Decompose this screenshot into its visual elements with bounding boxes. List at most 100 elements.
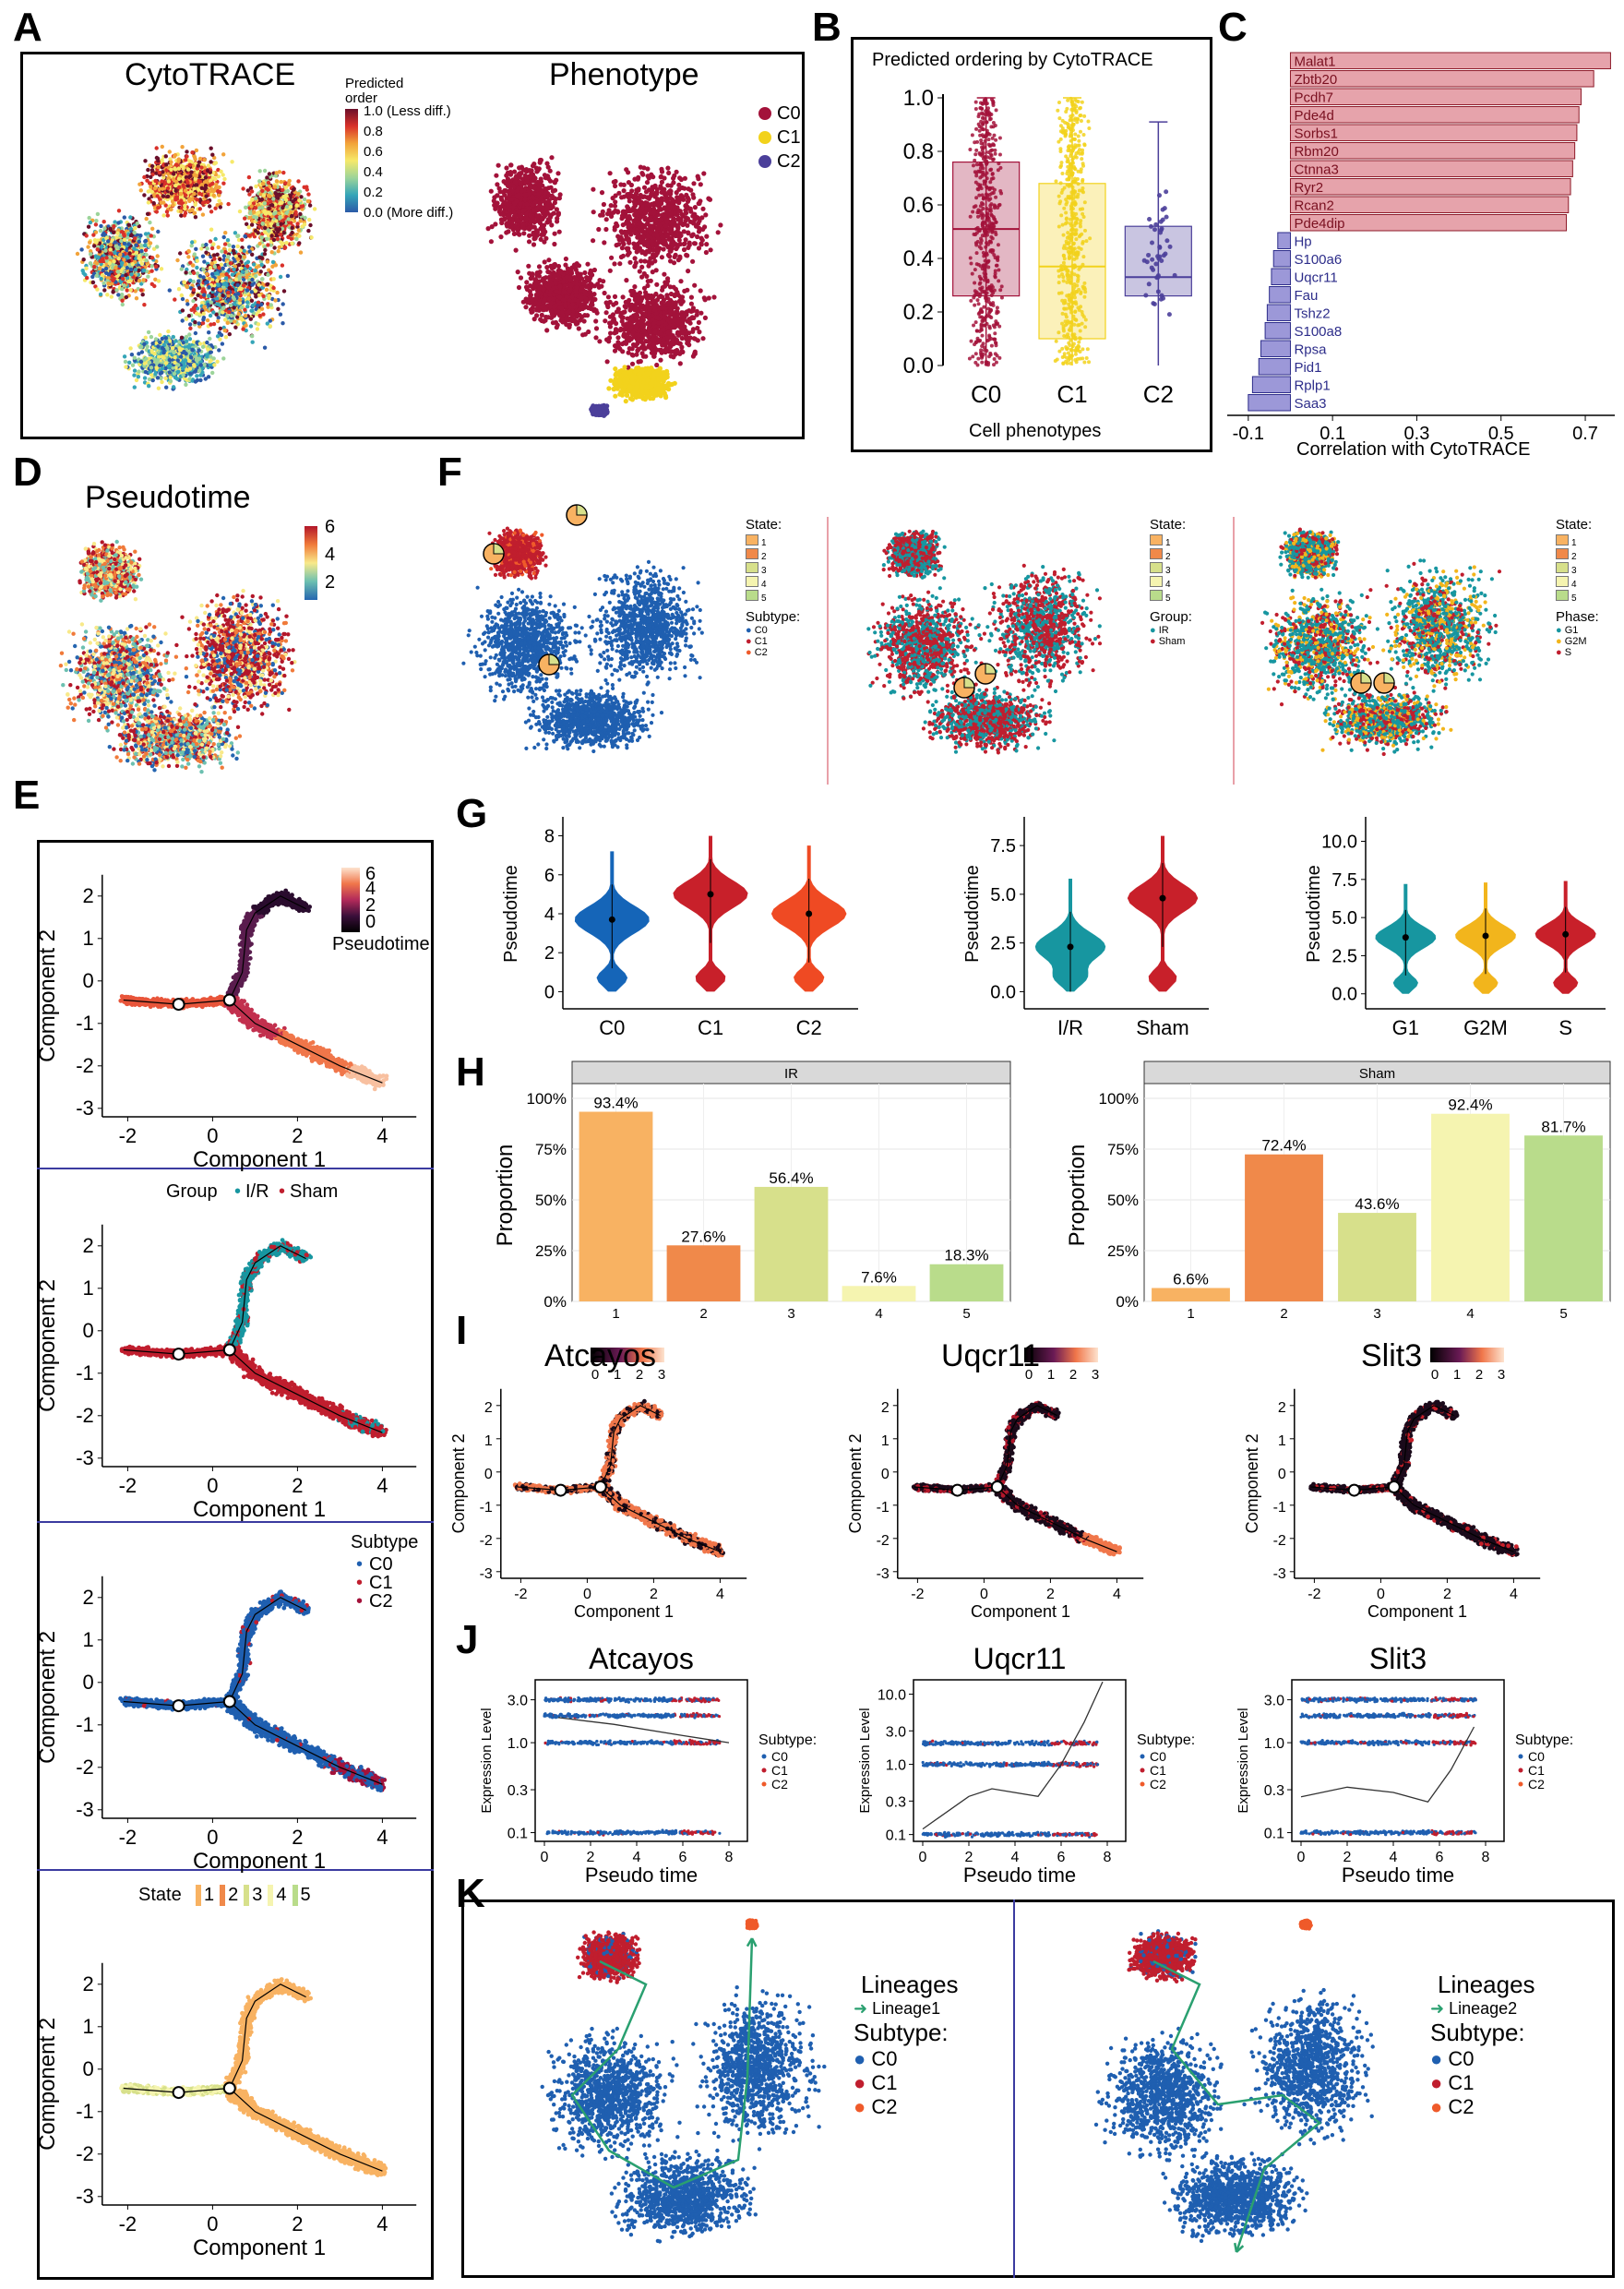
b-point <box>992 133 997 138</box>
b-point <box>1150 257 1155 262</box>
b-point <box>1072 202 1077 207</box>
e-state-legend-items: 1 2 3 4 5 <box>196 1885 311 1906</box>
traj-xtick-label: 4 <box>716 1587 724 1602</box>
scatter-points <box>866 529 1103 755</box>
j-plot-frame <box>534 1679 748 1842</box>
g-ytick-label: 7.5 <box>990 836 1016 857</box>
b-point <box>990 230 995 234</box>
b-point <box>985 259 990 264</box>
c-gene-label: Zbtb20 <box>1294 72 1337 88</box>
i-cbar-tick: 3 <box>658 1367 665 1383</box>
g-ytick-label: 2 <box>544 943 555 964</box>
b-point <box>975 336 980 341</box>
f3-phase-s: ● S <box>1556 647 1599 658</box>
c-xtick-label: 0.5 <box>1488 424 1514 444</box>
b-point <box>1084 355 1089 360</box>
b-point <box>1061 253 1066 258</box>
j-xlabel: Pseudo time <box>963 1864 1076 1887</box>
j-xtick-label: 6 <box>1436 1850 1444 1865</box>
b-point <box>988 197 993 201</box>
traj-ylabel: Component 2 <box>449 1433 468 1533</box>
b-point <box>979 246 984 251</box>
g-violin-median <box>1562 930 1570 938</box>
traj-ytick-label: -3 <box>76 1446 94 1469</box>
traj-ytick-label: 2 <box>484 1400 493 1416</box>
j-xtick-label: 2 <box>587 1850 595 1865</box>
k-lineage-curve <box>570 1937 754 2189</box>
j-plot-frame <box>913 1679 1127 1842</box>
j-ylabel: Expression Level <box>1236 1708 1251 1813</box>
b-point <box>1080 151 1084 156</box>
b-point <box>989 224 994 229</box>
b-point <box>1066 351 1070 355</box>
b-point <box>973 158 977 162</box>
b-point <box>1072 272 1077 277</box>
b-point <box>1063 267 1068 271</box>
b-point <box>1075 283 1080 288</box>
b-point <box>989 343 994 348</box>
b-point <box>1072 137 1077 141</box>
e-state-1: 1 <box>196 1885 214 1906</box>
c-gene-label: Sorbs1 <box>1294 126 1338 142</box>
j-ylabel: Expression Level <box>479 1708 495 1813</box>
f2-group-sham: ● Sham <box>1150 636 1192 647</box>
e-subtype-label-c2: C2 <box>369 1591 393 1612</box>
f-divider-1 <box>827 517 829 785</box>
traj-xtick-label: 4 <box>376 2212 388 2235</box>
b-point <box>987 314 992 318</box>
h-category-label: 3 <box>787 1306 794 1322</box>
b-point <box>1061 327 1066 331</box>
g-violin-median <box>1402 934 1409 941</box>
f2-group-ir: ● IR <box>1150 625 1192 636</box>
b-point <box>1064 345 1069 350</box>
c-bar <box>1269 286 1291 304</box>
e-cbar-6: 6 <box>365 864 376 885</box>
b-point <box>982 145 986 150</box>
c-gene-label: Saa3 <box>1294 396 1326 412</box>
b-point <box>973 241 978 246</box>
g-category-label: I/R <box>1057 1016 1083 1039</box>
e-pseudotime-colorbar <box>341 868 360 932</box>
b-point <box>991 248 996 253</box>
b-point <box>979 354 984 358</box>
b-point <box>1067 174 1071 178</box>
c-gene-label: Rpsa <box>1294 342 1327 358</box>
traj-xtick-label: 2 <box>650 1587 658 1602</box>
trajectory-points <box>512 1398 725 1558</box>
trajectory-points <box>119 1977 388 2177</box>
j-xtick-label: 4 <box>1011 1850 1020 1865</box>
traj-ylabel: Component 2 <box>1243 1433 1261 1533</box>
b-point <box>1077 246 1081 250</box>
b-point <box>990 222 995 226</box>
scatter-points <box>461 526 704 754</box>
j-ytick-label: 0.1 <box>508 1827 528 1842</box>
b-point <box>1066 122 1070 126</box>
g-category-label: S <box>1558 1016 1572 1039</box>
b-point <box>1057 194 1061 198</box>
j-ytick-label: 0.3 <box>508 1783 528 1799</box>
b-point <box>1076 306 1081 310</box>
b-point <box>979 323 984 328</box>
b-point <box>1074 151 1079 156</box>
b-point <box>971 163 975 168</box>
b-point <box>1146 252 1152 258</box>
b-point <box>1068 217 1072 222</box>
b-point <box>1088 236 1093 241</box>
b-point <box>1164 238 1170 244</box>
b-point <box>1057 330 1061 335</box>
b-point <box>994 195 998 199</box>
b-point <box>1076 277 1081 282</box>
legend-label-c0: C0 <box>777 103 801 125</box>
scatter-points <box>485 155 723 418</box>
e-cbar-title: Pseudotime <box>332 934 430 955</box>
b-point <box>1072 285 1077 290</box>
h-bar-label: 43.6% <box>1355 1195 1399 1213</box>
h-bar-label: 6.6% <box>1173 1270 1209 1288</box>
g-ytick-label: 10.0 <box>1321 833 1357 853</box>
b-point <box>1087 360 1092 365</box>
b-point <box>995 306 999 310</box>
b-point <box>1080 157 1084 162</box>
b-point <box>979 138 984 142</box>
g-category-label: C0 <box>599 1016 625 1039</box>
b-category-label: C2 <box>1143 380 1174 408</box>
